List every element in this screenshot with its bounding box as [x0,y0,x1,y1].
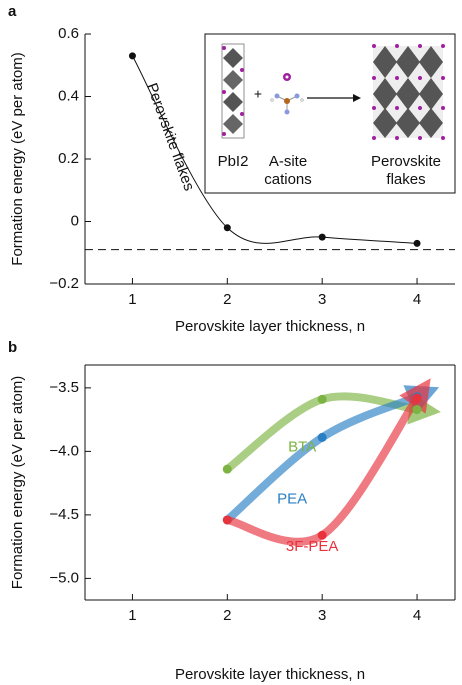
y-axis-label: Formation energy (eV per atom) [9,52,26,265]
y-tick-label: −4.5 [49,506,79,523]
y-axis-label: Formation energy (eV per atom) [9,376,26,589]
y-tick-label: −5.0 [49,569,79,586]
data-point [413,394,422,403]
series-arrow [227,398,417,542]
y-tick-label: −0.2 [49,275,79,292]
y-tick-label: −3.5 [49,379,79,396]
inset-plus: + [254,86,262,102]
x-tick-label: 4 [413,607,421,624]
x-tick-label: 2 [223,607,231,624]
series-label: 3F-PEA [286,538,339,555]
data-point [318,395,327,404]
data-point [413,405,422,414]
x-axis-label: Perovskite layer thickness, n [175,318,365,335]
panel-label: b [8,339,17,356]
data-point [129,52,136,59]
series-arrow [227,397,417,520]
y-tick-label: −4.0 [49,442,79,459]
flake-icon [372,44,445,140]
x-tick-label: 2 [223,291,231,308]
data-point [318,433,327,442]
series-label: BTA [288,438,316,455]
data-point [319,234,326,241]
y-tick-label: 0 [71,212,79,229]
data-point [223,465,232,474]
page: {"chart_data": [ {"type": "line", "panel… [0,0,462,685]
y-tick-label: 0.4 [58,87,79,104]
data-point [224,224,231,231]
data-point [223,515,232,524]
annotation: Perovskite flakes [143,81,198,193]
inset-label: PbI2 [218,153,249,170]
figure: PbI2 + A-sitecations Perovskiteflakes a −… [0,0,462,685]
y-tick-label: 0.2 [58,150,79,167]
y-tick-label: 0.6 [58,25,79,42]
data-point [414,240,421,247]
x-tick-label: 3 [318,607,326,624]
x-tick-label: 1 [128,291,136,308]
x-tick-label: 1 [128,607,136,624]
x-tick-label: 4 [413,291,421,308]
series-label: PEA [277,490,307,507]
panel-label: a [8,3,17,20]
x-tick-label: 3 [318,291,326,308]
x-axis-label: Perovskite layer thickness, n [175,666,365,683]
